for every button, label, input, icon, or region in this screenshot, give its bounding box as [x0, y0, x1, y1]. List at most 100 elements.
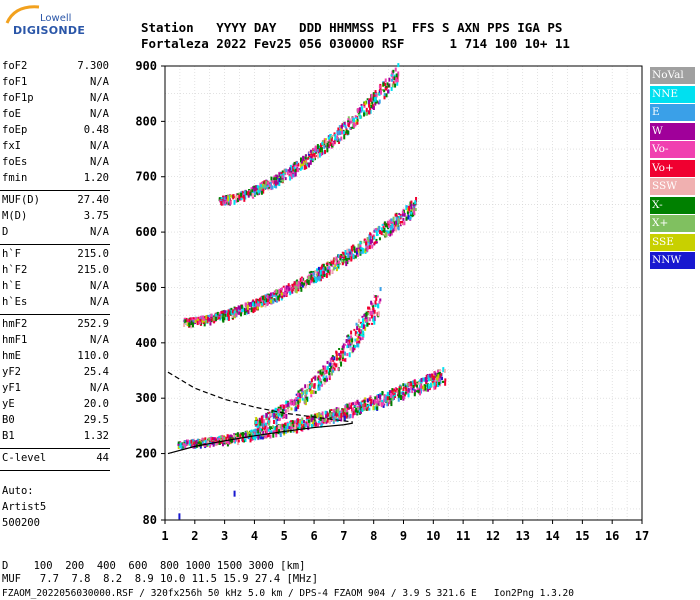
trace-point	[269, 298, 272, 302]
logo-lowell: Lowell	[40, 13, 72, 24]
trace-point	[332, 412, 335, 417]
trace-point	[383, 89, 386, 93]
trace-point	[397, 63, 400, 68]
trace-point	[257, 300, 260, 304]
trace-point	[364, 405, 367, 409]
trace-point	[389, 226, 392, 231]
trace-point	[306, 279, 309, 284]
trace-point	[233, 439, 236, 443]
trace-point	[381, 399, 384, 404]
trace-point	[322, 375, 325, 381]
trace-point	[312, 278, 315, 283]
param-separator	[0, 190, 110, 191]
trace-point	[284, 409, 287, 414]
trace-point	[235, 307, 238, 313]
trace-point	[244, 308, 247, 312]
trace-point	[198, 441, 201, 445]
trace-point	[359, 114, 362, 119]
trace-point	[370, 98, 373, 104]
trace-point	[340, 136, 343, 141]
trace-point	[327, 136, 330, 140]
trace-point	[268, 411, 271, 414]
trace-point	[310, 378, 313, 383]
trace-point	[434, 372, 437, 376]
trace-point	[321, 371, 324, 375]
trace-point	[332, 369, 335, 373]
trace-point	[283, 424, 286, 429]
trace-point	[195, 317, 198, 322]
trace-point	[360, 401, 363, 407]
trace-point	[392, 395, 395, 398]
param-value: N/A	[90, 92, 109, 104]
trace-point	[267, 427, 270, 431]
trace-point	[285, 400, 288, 406]
trace-point	[262, 423, 265, 428]
trace-point	[406, 382, 409, 386]
trace-point	[330, 138, 333, 142]
trace-point	[419, 384, 422, 389]
trace-point	[215, 316, 218, 321]
trace-point	[279, 411, 282, 415]
trace-point	[306, 157, 309, 160]
trace-point	[354, 115, 357, 119]
trace-point	[342, 129, 345, 132]
trace-point	[345, 414, 348, 419]
trace-point	[317, 266, 320, 270]
trace-point	[317, 371, 320, 374]
trace-point	[439, 380, 442, 385]
trace-point	[307, 419, 310, 423]
trace-point	[293, 161, 296, 165]
trace-point	[292, 171, 295, 174]
trace-point	[379, 402, 382, 406]
trace-point	[407, 390, 410, 395]
trace-point	[391, 83, 394, 88]
trace-point	[304, 283, 307, 289]
x-tick-label: 2	[191, 529, 198, 543]
trace-point	[438, 382, 441, 386]
trace-point	[260, 184, 263, 188]
trace-point	[218, 315, 221, 319]
trace-point	[344, 407, 347, 412]
trace-point	[303, 282, 306, 286]
trace-point	[362, 330, 365, 335]
trace-point	[260, 190, 263, 195]
trace-point	[413, 210, 416, 215]
trace-point	[381, 223, 384, 226]
trace-point	[411, 387, 414, 391]
trace-point	[404, 383, 407, 387]
trace-point	[227, 309, 230, 313]
trace-point	[257, 434, 260, 440]
trace-point	[344, 258, 347, 261]
trace-point	[345, 261, 348, 267]
trace-point	[392, 216, 395, 222]
y-tick-label: 500	[135, 280, 157, 294]
trace-point	[438, 376, 441, 382]
trace-point	[380, 227, 383, 232]
trace-point	[255, 435, 258, 439]
trace-point	[344, 343, 347, 346]
trace-point	[268, 426, 271, 431]
trace-point	[295, 281, 298, 285]
trace-point	[356, 118, 359, 123]
trace-point	[264, 184, 267, 188]
trace-point	[262, 419, 265, 425]
trace-point	[323, 139, 326, 144]
trace-point	[325, 262, 328, 265]
trace-point	[292, 172, 295, 178]
trace-point	[271, 409, 274, 413]
trace-point	[387, 222, 390, 226]
trace-point	[225, 195, 228, 199]
extrapolated-profile	[167, 371, 353, 423]
trace-point	[357, 407, 360, 410]
trace-point	[275, 292, 278, 295]
trace-point	[275, 289, 278, 294]
trace-point	[330, 365, 333, 369]
trace-point	[218, 314, 221, 317]
trace-point	[304, 165, 307, 170]
trace-point	[304, 396, 307, 400]
trace-point	[317, 420, 320, 424]
trace-point	[363, 101, 366, 104]
trace-point	[345, 409, 348, 413]
trace-point	[231, 435, 234, 440]
trace-point	[371, 311, 374, 315]
